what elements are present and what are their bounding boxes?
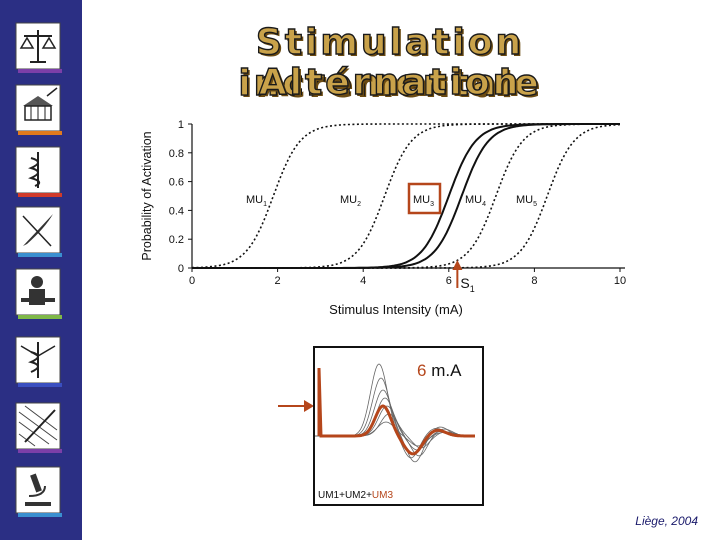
y-tick-label: 0.2 — [169, 234, 184, 246]
microscope-icon[interactable] — [15, 466, 63, 518]
x-tick-label: 0 — [189, 275, 195, 287]
curve-mu4 — [192, 123, 620, 269]
label-mu3: MU3 — [413, 194, 434, 208]
caduceus-alt-icon[interactable] — [15, 336, 63, 388]
y-tick-label: 0.8 — [169, 148, 184, 160]
courthouse-icon[interactable] — [15, 84, 63, 136]
reader-icon[interactable] — [15, 268, 63, 320]
title-line-1: Stimulation incrémentale — [238, 21, 542, 104]
background-trace — [315, 397, 475, 451]
curve-mu2 — [192, 123, 620, 269]
s1-marker-label: S1 — [460, 275, 474, 294]
background-trace — [315, 377, 475, 455]
y-tick-label: 1 — [178, 119, 184, 131]
y-tick-label: 0 — [178, 263, 184, 275]
label-mu2: MU2 — [340, 194, 361, 208]
title-block: Stimulation incrémentale Alternation — [100, 21, 680, 107]
sidebar — [0, 0, 82, 540]
label-mu4: MU4 — [465, 194, 486, 208]
y-tick-label: 0.6 — [169, 177, 184, 189]
x-axis-label: Stimulus Intensity (mA) — [329, 302, 463, 317]
x-tick-label: 2 — [275, 275, 281, 287]
x-tick-label: 6 — [446, 275, 452, 287]
compound-potential-panel: 6 m.A UM1+UM2+UM3 — [313, 346, 484, 506]
mu3-highlight-box — [407, 182, 442, 215]
stimulus-readout: 6 m.A — [417, 361, 462, 380]
footer-credit: Liège, 2004 — [635, 514, 698, 528]
x-tick-label: 8 — [531, 275, 537, 287]
stimulus-arrow-icon — [278, 400, 314, 412]
highlighted-trace — [317, 367, 475, 456]
s1-marker-arrowhead — [452, 260, 463, 270]
compound-potential-trace: 6 m.A UM1+UM2+UM3 — [315, 361, 475, 501]
title-line-2: Alternation — [258, 61, 522, 103]
caduceus-icon[interactable] — [15, 146, 63, 198]
y-tick-label: 0.4 — [169, 205, 184, 217]
y-axis-label: Probability of Activation — [140, 131, 154, 260]
scales-icon[interactable] — [15, 22, 63, 74]
netting-icon[interactable] — [15, 402, 63, 454]
quill-icon[interactable] — [15, 206, 63, 258]
label-mu1: MU1 — [246, 194, 267, 208]
x-tick-label: 10 — [614, 275, 626, 287]
x-tick-label: 4 — [360, 275, 366, 287]
label-mu5: MU5 — [516, 194, 537, 208]
trace-caption: UM1+UM2+UM3 — [318, 490, 393, 501]
